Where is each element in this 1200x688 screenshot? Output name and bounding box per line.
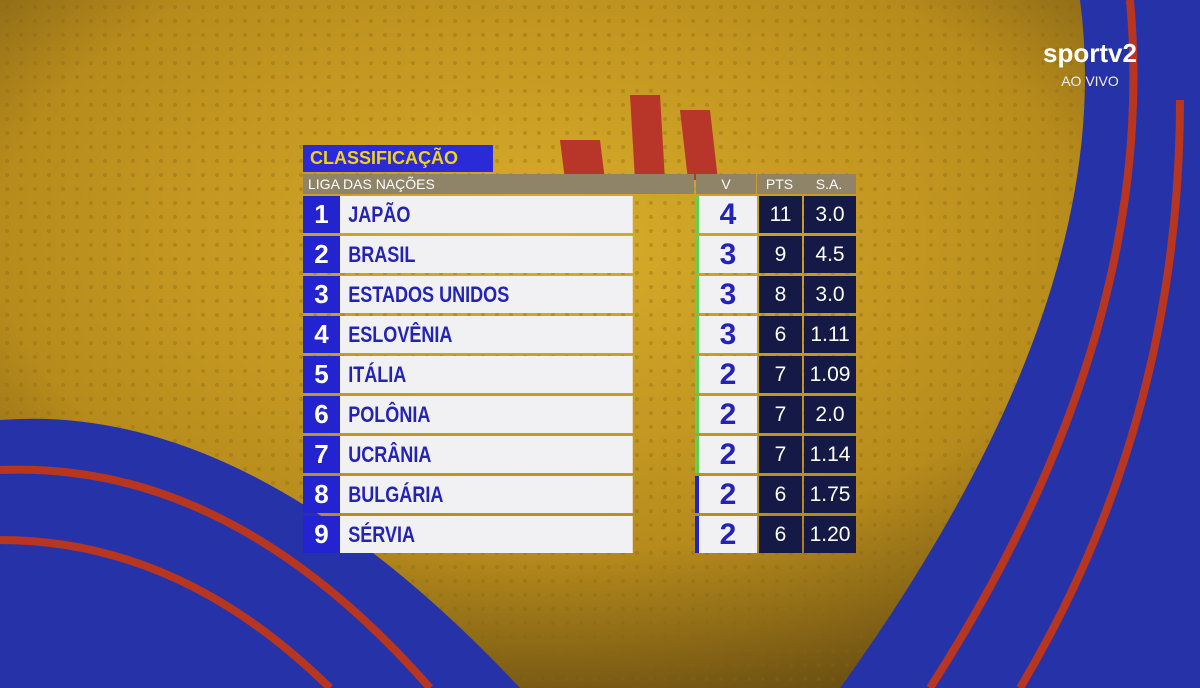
team-name: ITÁLIA (340, 356, 633, 393)
zone-marker (695, 356, 699, 393)
rank: 2 (303, 236, 340, 273)
points: 6 (759, 476, 802, 513)
wins: 2 (699, 436, 757, 473)
zone-marker (695, 276, 699, 313)
rank: 5 (303, 356, 340, 393)
rank: 6 (303, 396, 340, 433)
team-name: JAPÃO (340, 196, 633, 233)
set-average: 3.0 (804, 196, 856, 233)
table-row: 8 BULGÁRIA 2 6 1.75 (303, 476, 856, 513)
set-average: 1.75 (804, 476, 856, 513)
table-row: 3 ESTADOS UNIDOS 3 8 3.0 (303, 276, 856, 313)
live-label: AO VIVO (1061, 73, 1119, 89)
team-name: ESLOVÊNIA (340, 316, 633, 353)
set-average: 1.20 (804, 516, 856, 553)
badge: CLASSIFICAÇÃO (303, 145, 493, 172)
column-header: PTS (757, 174, 802, 194)
table-row: 5 ITÁLIA 2 7 1.09 (303, 356, 856, 393)
points: 7 (759, 396, 802, 433)
set-average: 2.0 (804, 396, 856, 433)
rank: 9 (303, 516, 340, 553)
points: 6 (759, 316, 802, 353)
table-row: 9 SÉRVIA 2 6 1.20 (303, 516, 856, 553)
table-row: 2 BRASIL 3 9 4.5 (303, 236, 856, 273)
zone-marker (695, 516, 699, 553)
zone-marker (695, 196, 699, 233)
points: 9 (759, 236, 802, 273)
wins: 2 (699, 516, 757, 553)
rank: 4 (303, 316, 340, 353)
set-average: 1.11 (804, 316, 856, 353)
zone-marker (695, 396, 699, 433)
rank: 3 (303, 276, 340, 313)
set-average: 1.14 (804, 436, 856, 473)
zone-marker (695, 436, 699, 473)
points: 6 (759, 516, 802, 553)
team-name: BRASIL (340, 236, 633, 273)
team-name: BULGÁRIA (340, 476, 633, 513)
table-row: 1 JAPÃO 4 11 3.0 (303, 196, 856, 233)
points: 7 (759, 436, 802, 473)
rank: 7 (303, 436, 340, 473)
column-header: S.A. (802, 174, 856, 194)
points: 8 (759, 276, 802, 313)
zone-marker (695, 316, 699, 353)
wins: 3 (699, 276, 757, 313)
wins: 3 (699, 316, 757, 353)
points: 7 (759, 356, 802, 393)
table-row: 6 POLÔNIA 2 7 2.0 (303, 396, 856, 433)
wins: 2 (699, 396, 757, 433)
team-name: UCRÂNIA (340, 436, 633, 473)
set-average: 3.0 (804, 276, 856, 313)
rank: 1 (303, 196, 340, 233)
table-row: 4 ESLOVÊNIA 3 6 1.11 (303, 316, 856, 353)
wins: 3 (699, 236, 757, 273)
wins: 4 (699, 196, 757, 233)
team-name: POLÔNIA (340, 396, 633, 433)
table-row: 7 UCRÂNIA 2 7 1.14 (303, 436, 856, 473)
rank: 8 (303, 476, 340, 513)
wins: 2 (699, 356, 757, 393)
team-name: ESTADOS UNIDOS (340, 276, 633, 313)
zone-marker (695, 236, 699, 273)
table-title: LIGA DAS NAÇÕES (303, 174, 694, 194)
team-name: SÉRVIA (340, 516, 633, 553)
wins: 2 (699, 476, 757, 513)
set-average: 4.5 (804, 236, 856, 273)
points: 11 (759, 196, 802, 233)
channel-logo: sportv2 (1043, 38, 1137, 68)
column-header: V (696, 174, 756, 194)
zone-marker (695, 476, 699, 513)
set-average: 1.09 (804, 356, 856, 393)
